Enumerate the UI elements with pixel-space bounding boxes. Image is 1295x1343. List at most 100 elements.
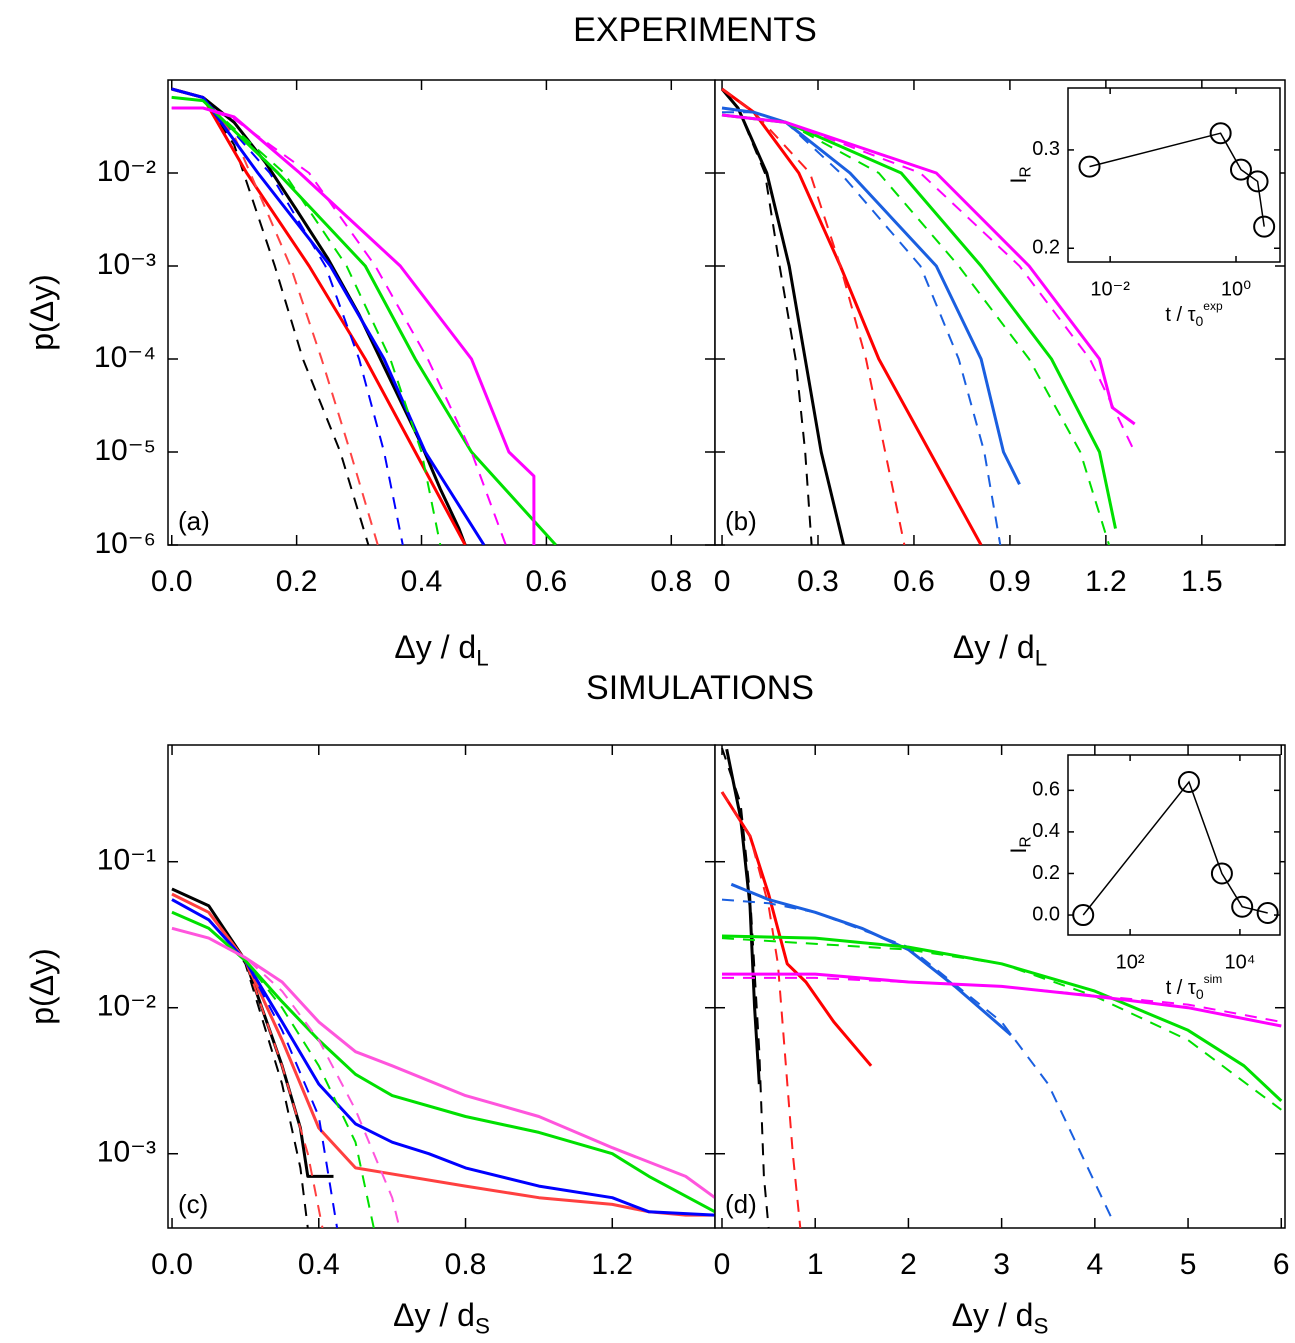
data-line xyxy=(171,893,324,1228)
label-main: t / τ xyxy=(1165,304,1195,326)
data-line xyxy=(171,107,507,545)
data-line xyxy=(171,898,339,1228)
panel-label: (d) xyxy=(725,1189,757,1219)
plot-frame xyxy=(167,79,716,546)
x-tick-label: 1 xyxy=(807,1248,824,1281)
label-sub: R xyxy=(1018,166,1035,177)
inset-point xyxy=(1209,122,1232,145)
inset-point xyxy=(1246,170,1269,193)
inset-point xyxy=(1210,862,1233,885)
y-tick-label: 10⁻⁵ xyxy=(94,434,156,467)
x-tick-label: 10² xyxy=(1116,951,1145,973)
y-axis-label: IR xyxy=(1006,166,1035,183)
data-line xyxy=(721,747,770,1228)
y-tick-label: 10⁻³ xyxy=(97,248,156,281)
x-axis-label: Δy / dL xyxy=(394,629,488,670)
x-tick-label: 3 xyxy=(993,1248,1010,1281)
x-tick-label: 10⁻² xyxy=(1090,278,1130,300)
label-main: Δy / d xyxy=(394,629,476,665)
x-tick-label: 0 xyxy=(714,1248,731,1281)
y-tick-label: 0.0 xyxy=(1032,903,1060,925)
data-line xyxy=(721,88,813,545)
x-tick-label: 0.8 xyxy=(445,1248,487,1281)
y-axis-label: p(Δy) xyxy=(24,948,60,1024)
x-axis-label: Δy / dL xyxy=(953,629,1047,670)
inset-line xyxy=(1082,780,1268,916)
data-line xyxy=(721,88,906,545)
y-axis-label: p(Δy) xyxy=(24,274,60,350)
inset-point xyxy=(1078,155,1101,178)
label-sub: S xyxy=(475,1314,490,1339)
label-sub: 0 xyxy=(1195,313,1203,329)
x-tick-label: 5 xyxy=(1180,1248,1197,1281)
x-tick-label: 2 xyxy=(900,1248,917,1281)
x-tick-label: 0.4 xyxy=(401,565,443,598)
x-tick-label: 0.8 xyxy=(650,565,692,598)
y-tick-label: 10⁻³ xyxy=(97,1136,156,1169)
plot-frame xyxy=(1067,754,1281,936)
x-tick-label: 0 xyxy=(714,565,731,598)
inset-line xyxy=(1089,132,1265,227)
label-sup: sim xyxy=(1204,972,1223,986)
x-tick-label: 0.3 xyxy=(797,565,839,598)
y-tick-label: 0.2 xyxy=(1032,862,1060,884)
data-line xyxy=(730,882,1012,1037)
inset-point xyxy=(1253,215,1276,238)
x-tick-label: 10⁰ xyxy=(1221,278,1251,300)
x-tick-label: 0.0 xyxy=(151,565,193,598)
y-tick-label: 10⁻⁶ xyxy=(94,527,156,560)
x-axis-label: Δy / dS xyxy=(952,1297,1049,1338)
label-sub: L xyxy=(476,646,488,671)
y-tick-label: 0.4 xyxy=(1032,820,1060,842)
inset-point xyxy=(1256,901,1279,924)
plot-frame xyxy=(1067,87,1281,263)
label-main: I xyxy=(1006,848,1031,854)
inset-point xyxy=(1229,158,1252,181)
data-line xyxy=(722,111,1002,545)
x-tick-label: 4 xyxy=(1087,1248,1104,1281)
data-line xyxy=(171,96,442,545)
y-tick-label: 10⁻² xyxy=(97,155,156,188)
inset-point xyxy=(1231,895,1254,918)
plot-area xyxy=(720,747,1283,1228)
label-main: p(Δy) xyxy=(24,274,60,350)
x-tick-label: 0.6 xyxy=(893,565,935,598)
data-line xyxy=(171,911,375,1228)
x-tick-label: 10⁴ xyxy=(1224,951,1255,973)
data-line xyxy=(171,927,401,1228)
x-axis-label: Δy / dS xyxy=(393,1297,490,1338)
label-main: Δy / d xyxy=(952,1297,1034,1333)
x-axis-label: t / τ0exp xyxy=(1165,299,1223,329)
y-tick-label: 10⁻² xyxy=(97,990,156,1023)
y-tick-label: 0.6 xyxy=(1032,779,1060,801)
label-main: I xyxy=(1006,178,1031,184)
panel-label: (b) xyxy=(725,506,757,536)
x-tick-label: 0.2 xyxy=(276,565,318,598)
plot-area xyxy=(171,87,557,545)
y-tick-label: 10⁻⁴ xyxy=(94,341,156,374)
data-line xyxy=(721,106,1021,485)
data-line xyxy=(725,748,761,1085)
data-line xyxy=(721,937,1282,1111)
inset-point xyxy=(1072,904,1095,927)
label-main: t / τ xyxy=(1166,977,1196,999)
label-main: p(Δy) xyxy=(24,948,60,1024)
label-main: Δy / d xyxy=(393,1297,475,1333)
section-heading: EXPERIMENTS xyxy=(573,11,817,49)
y-tick-label: 10⁻¹ xyxy=(97,844,156,877)
plot-area xyxy=(171,887,715,1228)
panel-label: (a) xyxy=(178,506,210,536)
x-tick-label: 1.2 xyxy=(591,1248,633,1281)
label-sup: exp xyxy=(1203,299,1223,313)
data-line xyxy=(171,888,309,1228)
y-tick-label: 0.2 xyxy=(1032,237,1060,259)
plot-area xyxy=(720,87,1136,545)
data-line xyxy=(721,934,1283,1102)
x-tick-label: 0.6 xyxy=(526,565,568,598)
x-tick-label: 1.2 xyxy=(1085,565,1127,598)
plot-area xyxy=(1082,780,1268,916)
data-line xyxy=(721,791,802,1228)
x-tick-label: 6 xyxy=(1273,1248,1290,1281)
y-tick-label: 0.3 xyxy=(1032,138,1060,160)
